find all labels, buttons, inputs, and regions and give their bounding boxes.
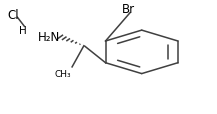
Text: CH₃: CH₃ [54,70,71,78]
Text: Cl: Cl [7,9,19,22]
Text: H₂N: H₂N [38,31,60,44]
Text: Br: Br [122,3,135,16]
Text: H: H [19,26,27,36]
